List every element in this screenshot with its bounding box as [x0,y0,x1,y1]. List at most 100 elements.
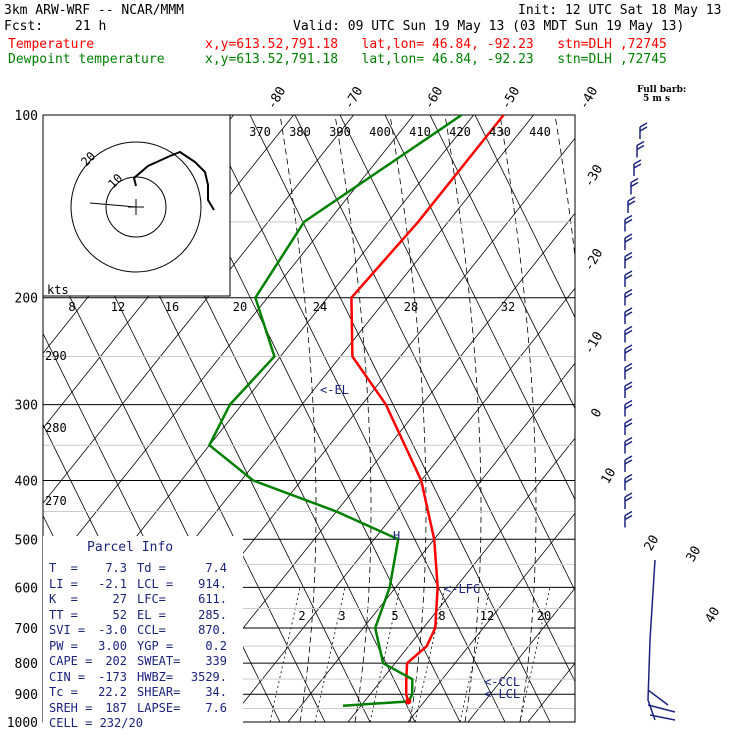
parcel-value: 0.2 [205,638,227,653]
parcel-value: 7.3 [105,561,127,575]
wind-barb-flag [624,385,633,391]
isotherm-line [648,115,740,722]
parcel-label: LFC= [137,592,166,606]
barb-note-line1: Full barb: [637,85,687,95]
wind-barb-flag [624,307,633,313]
isotherm-tick-label: -20 [582,246,607,274]
plot-frame [42,114,576,723]
parcel-value: -173 [98,669,127,684]
legend-dewpoint-name: Dewpoint temperature [8,52,165,67]
parcel-value: 7.6 [205,700,227,715]
parcel-value: 285. [198,607,227,622]
wind-barb-low [647,559,656,721]
mixing-ratio-tick-label: 12 [480,609,494,623]
wind-barb-flag [624,510,633,517]
wind-barb-flag [633,159,642,165]
parcel-label: HWBZ= [137,669,174,684]
isotherm-tick-label: -60 [422,84,447,112]
parcel-value: 3.00 [98,638,127,653]
wind-barb-flag [624,214,633,221]
wind-barb-flag [636,140,645,147]
mixing-ratio-tick-label: 2 [298,609,305,623]
parcel-label: SWEAT= [137,654,181,668]
wind-barb-flag [624,403,633,410]
theta-e-tick-label: 400 [369,125,391,139]
parcel-label: CCL= [137,623,166,637]
parcel-cell: CELL = 232/20 [49,716,143,730]
parcel-label: CIN = [49,669,86,684]
parcel-label: Td = [137,561,166,575]
parcel-label: PW = [49,638,78,653]
wind-barb-flag [624,348,633,354]
parcel-value: 914. [198,576,227,591]
wind-barb-flag [624,362,633,369]
isotherm-line [43,115,414,579]
wind-barb-flag [624,288,633,295]
parcel-value: 3529. [190,669,227,684]
isotherm-line [43,115,354,504]
forecast-label: Fcst: [4,19,44,34]
mixing-ratio-tick-label: 8 [438,609,445,623]
wind-barb-flag [624,473,633,480]
isotherm-line [287,362,575,722]
isotherm-tick-label: -30 [582,162,607,190]
wind-barb-flag [630,181,639,188]
isotherm-tick-label: 20 [642,533,663,554]
parcel-info-title: Parcel Info [87,540,174,555]
pressure-tick-label: 1000 [7,716,38,731]
wind-barb-flag [636,144,645,151]
kts-tick-label: 16 [165,300,179,314]
hodograph-trace [132,150,215,211]
isotherm-tick-label: -50 [499,84,524,112]
wind-barb-flag [624,233,633,239]
kts-axis-title: kts [47,283,69,297]
parcel-value: -3.0 [98,623,127,637]
parcel-value: 339 [205,654,227,668]
pressure-tick-label: 900 [15,688,38,703]
wind-barb-flag [624,496,633,502]
wind-barb-flag [624,270,633,276]
dry-adiabat-line [204,115,506,722]
ccl-annotation: <-CCL [484,675,520,689]
theta-tick-label: 280 [45,421,67,435]
legend-temperature-name: Temperature [8,37,95,52]
parcel-label: CAPE = [49,654,93,668]
isotherm-tick-label: -80 [265,84,290,112]
wind-barb-flag [624,514,633,521]
moist-adiabat-line [279,115,317,722]
legend-temperature-location: x,y=613.52,791.18 lat,lon= 46.84, -92.23… [205,37,667,52]
pressure-tick-label: 300 [15,399,38,414]
kts-tick-label: 28 [404,300,418,314]
dry-adiabat-line [474,115,575,319]
theta-e-tick-label: 410 [409,125,431,139]
parcel-value: -2.1 [98,576,127,591]
valid-time: Valid: 09 UTC Sun 19 May 13 (03 MDT Sun … [293,19,685,34]
init-time: Init: 12 UTC Sat 18 May 13 [518,3,722,18]
legend-dewpoint-location: x,y=613.52,791.18 lat,lon= 46.84, -92.23… [205,52,667,67]
dry-adiabat-line [294,115,575,683]
mixing-ratio-tick-label: 5 [391,609,398,623]
moist-adiabat-line [499,115,537,722]
pressure-tick-label: 100 [15,109,38,124]
kts-tick-label: 12 [111,300,125,314]
kts-tick-label: 32 [501,300,515,314]
mixing-ratio-line [519,587,551,722]
theta-e-tick-label: 380 [289,125,311,139]
isotherm-line [467,587,575,722]
isotherm-line [588,115,740,722]
mixing-ratio-tick-label: 20 [537,609,551,623]
pressure-tick-label: 700 [15,622,38,637]
wind-barb-flag [624,381,633,387]
wind-barb-flag [624,455,633,461]
el-annotation: <-EL [320,383,349,397]
isotherm-line [167,212,575,722]
dry-adiabat-line [429,115,575,410]
wind-barb-flag [624,492,633,498]
parcel-value: 870. [198,623,227,637]
lfc-annotation: <-LFC [444,582,480,596]
parcel-value: 7.4 [205,561,227,575]
theta-e-tick-label: 420 [449,125,471,139]
parcel-label: YGP = [137,638,174,653]
wind-barb-flag [639,122,648,128]
wind-barb-flag [639,126,648,132]
